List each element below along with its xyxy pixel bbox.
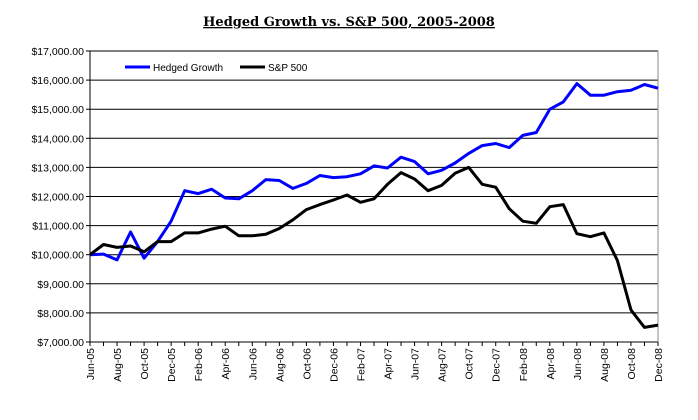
series-line-hedged-growth xyxy=(89,82,659,262)
y-tick-label: $17,000.00 xyxy=(31,46,84,58)
y-tick-label: $14,000.00 xyxy=(31,133,84,145)
x-tick-label: Apr-07 xyxy=(383,348,395,380)
x-tick-label: Jun-06 xyxy=(247,348,259,380)
y-tick-label: $10,000.00 xyxy=(31,250,84,262)
y-tick-label: $7,000.00 xyxy=(37,337,84,349)
x-tick-label: Oct-05 xyxy=(139,348,151,380)
x-tick-label: Oct-08 xyxy=(626,348,638,380)
x-tick-label: Aug-07 xyxy=(437,348,449,382)
x-tick-label: Dec-08 xyxy=(653,348,665,382)
legend-label: S&P 500 xyxy=(268,63,308,74)
x-tick-label: Dec-05 xyxy=(166,348,178,382)
x-tick-label: Feb-07 xyxy=(355,348,367,381)
x-tick-label: Apr-08 xyxy=(545,348,557,380)
x-tick-label: Dec-06 xyxy=(328,348,340,382)
y-tick-label: $16,000.00 xyxy=(31,75,84,87)
series-lines xyxy=(89,82,659,329)
x-tick-label: Jun-08 xyxy=(572,348,584,380)
x-tick-label: Oct-06 xyxy=(301,348,313,380)
x-tick-label: Oct-07 xyxy=(464,348,476,380)
y-tick-label: $13,000.00 xyxy=(31,162,84,174)
x-tick-label: Aug-08 xyxy=(599,348,611,382)
legend-label: Hedged Growth xyxy=(153,63,223,74)
legend: Hedged Growth S&P 500 xyxy=(125,63,308,74)
x-tick-label: Dec-07 xyxy=(491,348,503,382)
x-tick-label: Jun-07 xyxy=(410,348,422,380)
y-tick-label: $11,000.00 xyxy=(32,221,84,233)
x-tick-label: Aug-05 xyxy=(112,348,124,382)
y-tick-label: $8,000.00 xyxy=(37,308,84,320)
y-tick-label: $12,000.00 xyxy=(31,192,84,204)
x-tick-label: Aug-06 xyxy=(274,348,286,382)
axes: $7,000.00 $8,000.00 $9,000.00 $10,000.00 $11… xyxy=(31,46,665,382)
y-tick-label: $9,000.00 xyxy=(37,279,84,291)
series-line-sp500 xyxy=(89,165,659,329)
x-tick-label: Feb-08 xyxy=(518,348,530,381)
x-tick-label: Jun-05 xyxy=(85,348,97,380)
x-tick-label: Feb-06 xyxy=(193,348,205,381)
chart-title: Hedged Growth vs. S&P 500, 2005-2008 xyxy=(203,15,495,30)
x-tick-label: Apr-06 xyxy=(220,348,232,380)
y-tick-label: $15,000.00 xyxy=(31,104,84,116)
